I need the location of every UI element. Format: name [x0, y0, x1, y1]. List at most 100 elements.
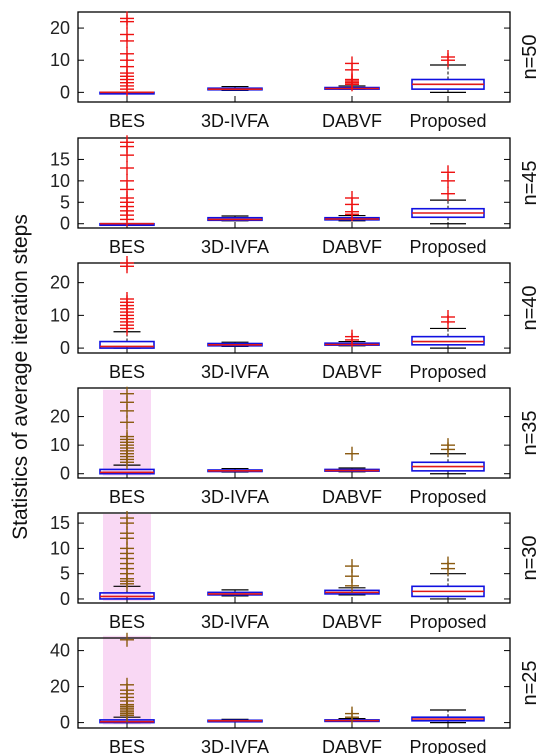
box-DABVF	[324, 56, 380, 92]
outlier-marker	[120, 429, 134, 444]
plot-frame	[77, 387, 511, 479]
x-tick-label: 3D-IVFA	[201, 362, 269, 382]
y-tick-label: 5	[60, 192, 70, 212]
outlier-marker	[345, 559, 359, 574]
panel-label: n=50	[519, 34, 541, 79]
y-tick-label: 10	[50, 305, 70, 325]
panel-label: n=40	[519, 285, 541, 330]
outlier-marker	[120, 632, 134, 647]
box-BES	[99, 11, 155, 97]
box-Proposed	[411, 556, 485, 600]
x-tick-label: DABVF	[322, 612, 382, 632]
y-tick-label: 15	[50, 149, 70, 169]
outlier-marker	[441, 165, 455, 180]
box-3D-IVFA	[207, 718, 263, 723]
x-tick-label: BES	[109, 487, 145, 507]
outlier-marker	[441, 310, 455, 324]
panel-n=35: 0 10 20 BES 3D-IVFA DABVF Proposed n=35	[50, 386, 541, 507]
panel-n=30: 0 5 10 15 BES 3D-IVFA DABVF Proposed n=30	[50, 511, 541, 632]
outlier-marker	[120, 135, 134, 150]
x-tick-label: 3D-IVFA	[201, 487, 269, 507]
iqr-box	[411, 335, 485, 346]
panel-label: n=35	[519, 410, 541, 455]
box-Proposed	[411, 165, 485, 225]
x-tick-label: 3D-IVFA	[201, 737, 269, 754]
x-tick-label: BES	[109, 737, 145, 754]
panel-label: n=45	[519, 160, 541, 205]
outlier-marker	[345, 706, 359, 721]
box-DABVF	[324, 329, 380, 347]
box-DABVF	[324, 559, 380, 596]
x-tick-label: Proposed	[409, 737, 486, 754]
box-3D-IVFA	[207, 589, 263, 597]
x-tick-label: DABVF	[322, 362, 382, 382]
outlier-marker	[120, 161, 134, 175]
y-tick-label: 5	[60, 564, 70, 584]
x-tick-label: DABVF	[322, 111, 382, 131]
y-tick-label: 20	[50, 677, 70, 697]
y-tick-label: 0	[60, 464, 70, 484]
outlier-marker	[345, 191, 359, 205]
y-tick-label: 10	[50, 435, 70, 455]
outlier-marker	[120, 46, 134, 61]
y-tick-label: 10	[50, 50, 70, 70]
y-tick-label: 20	[50, 407, 70, 427]
panel-n=25: 0 20 40 BES 3D-IVFA DABVF Proposed n=25	[50, 632, 541, 754]
outlier-marker	[441, 186, 455, 201]
y-tick-label: 0	[60, 214, 70, 234]
outlier-marker	[120, 292, 134, 306]
x-tick-label: Proposed	[409, 612, 486, 632]
outlier-marker	[345, 446, 359, 461]
box-DABVF	[324, 706, 380, 725]
box-3D-IVFA	[207, 85, 263, 92]
y-tick-label: 0	[60, 338, 70, 358]
y-tick-label: 10	[50, 538, 70, 558]
plot-frame	[77, 512, 511, 604]
outlier-marker	[441, 438, 455, 453]
outlier-marker	[120, 511, 134, 526]
x-tick-label: Proposed	[409, 237, 486, 257]
x-tick-label: 3D-IVFA	[201, 111, 269, 131]
iqr-box	[99, 340, 155, 349]
plot-frame	[77, 262, 511, 354]
plot-frame	[77, 137, 511, 229]
outlier-marker	[120, 256, 134, 270]
x-tick-label: 3D-IVFA	[201, 237, 269, 257]
y-tick-label: 40	[50, 641, 70, 661]
figure-y-axis-label: Statistics of average iteration steps	[9, 214, 32, 540]
box-3D-IVFA	[207, 341, 263, 348]
box-BES	[99, 135, 155, 227]
outlier-marker	[441, 556, 455, 571]
box-DABVF	[324, 191, 380, 222]
box-Proposed	[411, 310, 485, 349]
x-tick-label: DABVF	[322, 487, 382, 507]
x-tick-label: BES	[109, 612, 145, 632]
x-tick-label: DABVF	[322, 237, 382, 257]
outlier-marker	[120, 677, 134, 692]
plot-frame	[77, 637, 511, 729]
x-tick-label: 3D-IVFA	[201, 612, 269, 632]
plot-frame	[77, 11, 511, 103]
box-Proposed	[411, 709, 485, 724]
y-tick-label: 0	[60, 713, 70, 733]
y-tick-label: 0	[60, 589, 70, 609]
outlier-marker	[120, 11, 134, 26]
outlier-marker	[441, 50, 455, 64]
box-BES	[99, 256, 155, 349]
outlier-marker	[345, 329, 359, 344]
panel-n=50: 0 10 20 BES 3D-IVFA DABVF Proposed n=50	[50, 11, 541, 131]
outlier-marker	[120, 386, 134, 401]
box-Proposed	[411, 438, 485, 475]
box-3D-IVFA	[207, 467, 263, 473]
box-3D-IVFA	[207, 215, 263, 222]
x-tick-label: DABVF	[322, 737, 382, 754]
y-tick-label: 10	[50, 171, 70, 191]
panel-label: n=25	[519, 660, 541, 705]
box-BES	[99, 386, 155, 475]
x-tick-label: BES	[109, 111, 145, 131]
box-Proposed	[411, 50, 485, 93]
outlier-marker	[120, 173, 134, 188]
panel-n=40: 0 10 20 BES 3D-IVFA DABVF Proposed n=40	[50, 256, 541, 382]
